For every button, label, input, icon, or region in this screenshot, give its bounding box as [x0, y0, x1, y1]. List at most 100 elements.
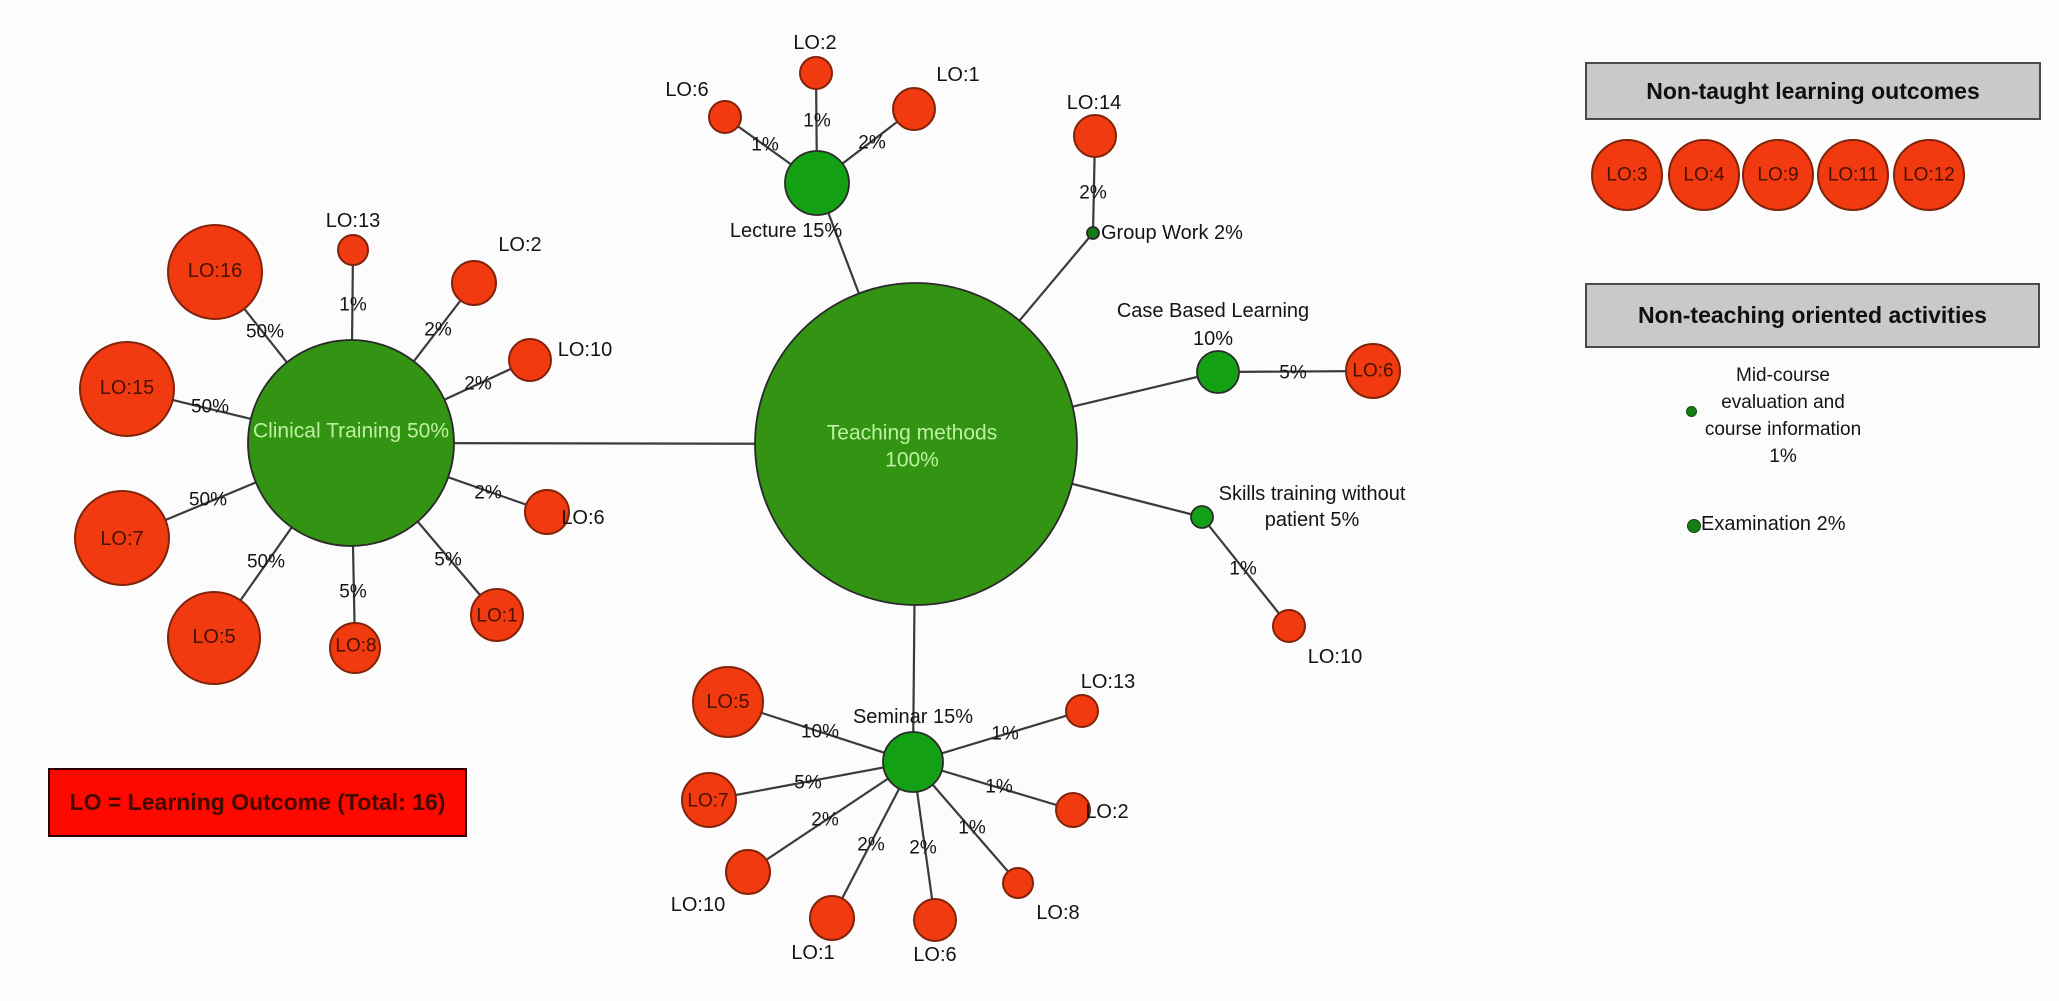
seminar-lo6-node — [913, 898, 957, 942]
mid-course-evaluation-label: Mid-course evaluation and course informa… — [1688, 362, 1878, 470]
group-work-node — [1086, 226, 1100, 240]
edge-label-seminar-lo8: 1% — [958, 818, 986, 839]
seminar-lo7-label: LO:7 — [687, 791, 728, 812]
legend-lo12-label: LO:12 — [1903, 165, 1955, 186]
clinical-lo8-node — [329, 622, 381, 674]
clinical-lo15-node — [79, 341, 175, 437]
examination-dot-icon — [1687, 519, 1701, 533]
edge-label-clinical-lo7: 50% — [189, 490, 227, 511]
clinical-lo6-label: LO:6 — [561, 507, 604, 529]
edge-label-clinical-lo10: 2% — [464, 374, 492, 395]
legend-lo12-node — [1893, 139, 1965, 211]
teaching-methods-label: 100% — [885, 449, 939, 472]
clinical-lo1-node — [470, 588, 524, 642]
edge-skills-lo10 — [1201, 516, 1290, 627]
edge-label-clinical-lo13: 1% — [339, 295, 367, 316]
seminar-lo2-node — [1055, 792, 1091, 828]
cbl-lo6-label: LO:6 — [1352, 361, 1393, 382]
skills-training-label: patient 5% — [1265, 509, 1360, 531]
edge-seminar-lo10 — [747, 761, 914, 873]
seminar-lo8-label: LO:8 — [1036, 902, 1079, 924]
mid-course-dot-icon — [1686, 406, 1697, 417]
lecture-lo1-node — [892, 87, 936, 131]
edge-label-seminar-lo1: 2% — [857, 835, 885, 856]
non-teaching-activities-title: Non-teaching oriented activities — [1638, 302, 1987, 328]
case-based-learning-node — [1196, 350, 1240, 394]
group-work-lo14-label: LO:14 — [1067, 92, 1121, 114]
legend-lo9-node — [1742, 139, 1814, 211]
seminar-lo7-node — [681, 772, 737, 828]
edge-label-seminar-lo5: 10% — [801, 722, 839, 743]
edge-label-seminar-lo2: 1% — [985, 777, 1013, 798]
teaching-methods-label: Teaching methods — [827, 422, 997, 445]
lecture-node — [784, 150, 850, 216]
edge-label-group-work-lo14: 2% — [1079, 183, 1107, 204]
seminar-node — [882, 731, 944, 793]
legend-lo9-label: LO:9 — [1757, 165, 1798, 186]
edge-label-seminar-lo10: 2% — [811, 810, 839, 831]
clinical-lo7-node — [74, 490, 170, 586]
cbl-lo6-node — [1345, 343, 1401, 399]
non-taught-outcomes-header: Non-taught learning outcomes — [1585, 62, 2041, 120]
skills-training-node — [1190, 505, 1214, 529]
edge-label-lecture-lo1: 2% — [858, 133, 886, 154]
seminar-lo8-node — [1002, 867, 1034, 899]
lecture-label: Lecture 15% — [730, 220, 843, 242]
edge-label-seminar-lo6: 2% — [909, 838, 937, 859]
group-work-lo14-node — [1073, 114, 1117, 158]
seminar-label: Seminar 15% — [853, 706, 973, 728]
group-work-label: Group Work 2% — [1101, 222, 1243, 244]
clinical-lo2-node — [451, 260, 497, 306]
legend-lo11-label: LO:11 — [1828, 165, 1878, 186]
lo-key-text: LO = Learning Outcome (Total: 16) — [69, 789, 446, 815]
seminar-lo13-node — [1065, 694, 1099, 728]
edge-label-clinical-lo8: 5% — [339, 582, 367, 603]
lecture-lo2-node — [799, 56, 833, 90]
legend-lo11-node — [1817, 139, 1889, 211]
seminar-lo13-label: LO:13 — [1081, 671, 1135, 693]
seminar-lo10-label: LO:10 — [671, 894, 725, 916]
clinical-lo5-label: LO:5 — [192, 626, 235, 648]
legend-lo4-node — [1668, 139, 1740, 211]
clinical-lo16-label: LO:16 — [188, 260, 242, 282]
edge-label-clinical-lo5: 50% — [247, 552, 285, 573]
mid-course-percent: 1% — [1769, 446, 1797, 467]
legend-lo4-label: LO:4 — [1683, 165, 1725, 186]
clinical-lo10-label: LO:10 — [558, 339, 612, 361]
edge-label-clinical-lo2: 2% — [424, 320, 452, 341]
clinical-lo10-node — [508, 338, 552, 382]
edge-label-seminar-lo7: 5% — [794, 773, 822, 794]
non-teaching-activities-header: Non-teaching oriented activities — [1585, 283, 2040, 348]
edge-label-clinical-lo15: 50% — [191, 397, 229, 418]
seminar-lo6-label: LO:6 — [913, 944, 956, 966]
lo-key-box: LO = Learning Outcome (Total: 16) — [48, 768, 467, 837]
clinical-lo16-node — [167, 224, 263, 320]
mid-course-line-1: Mid-course — [1736, 365, 1830, 386]
lecture-lo1-label: LO:1 — [936, 64, 979, 86]
skills-training-label: Skills training without — [1219, 483, 1406, 505]
skills-lo10-label: LO:10 — [1308, 646, 1362, 668]
clinical-lo8-label: LO:8 — [335, 636, 376, 657]
edge-seminar-lo7 — [708, 760, 914, 802]
lecture-lo2-label: LO:2 — [793, 32, 836, 54]
legend-lo3-label: LO:3 — [1606, 165, 1647, 186]
edge-label-clinical-lo16: 50% — [246, 322, 284, 343]
lecture-lo6-label: LO:6 — [665, 79, 708, 101]
clinical-lo2-label: LO:2 — [498, 234, 541, 256]
seminar-lo10-node — [725, 849, 771, 895]
edge-label-skills-lo10: 1% — [1229, 559, 1257, 580]
seminar-lo1-node — [809, 895, 855, 941]
seminar-lo1-label: LO:1 — [791, 942, 834, 964]
clinical-lo6-node — [524, 489, 570, 535]
seminar-lo5-label: LO:5 — [706, 691, 749, 713]
seminar-lo5-node — [692, 666, 764, 738]
clinical-lo5-node — [167, 591, 261, 685]
mid-course-line-2: evaluation and — [1721, 392, 1845, 413]
edge-label-seminar-lo13: 1% — [991, 724, 1019, 745]
clinical-lo13-node — [337, 234, 369, 266]
clinical-lo15-label: LO:15 — [100, 377, 154, 399]
case-based-learning-label: 10% — [1193, 328, 1233, 350]
clinical-lo13-label: LO:13 — [326, 210, 380, 232]
